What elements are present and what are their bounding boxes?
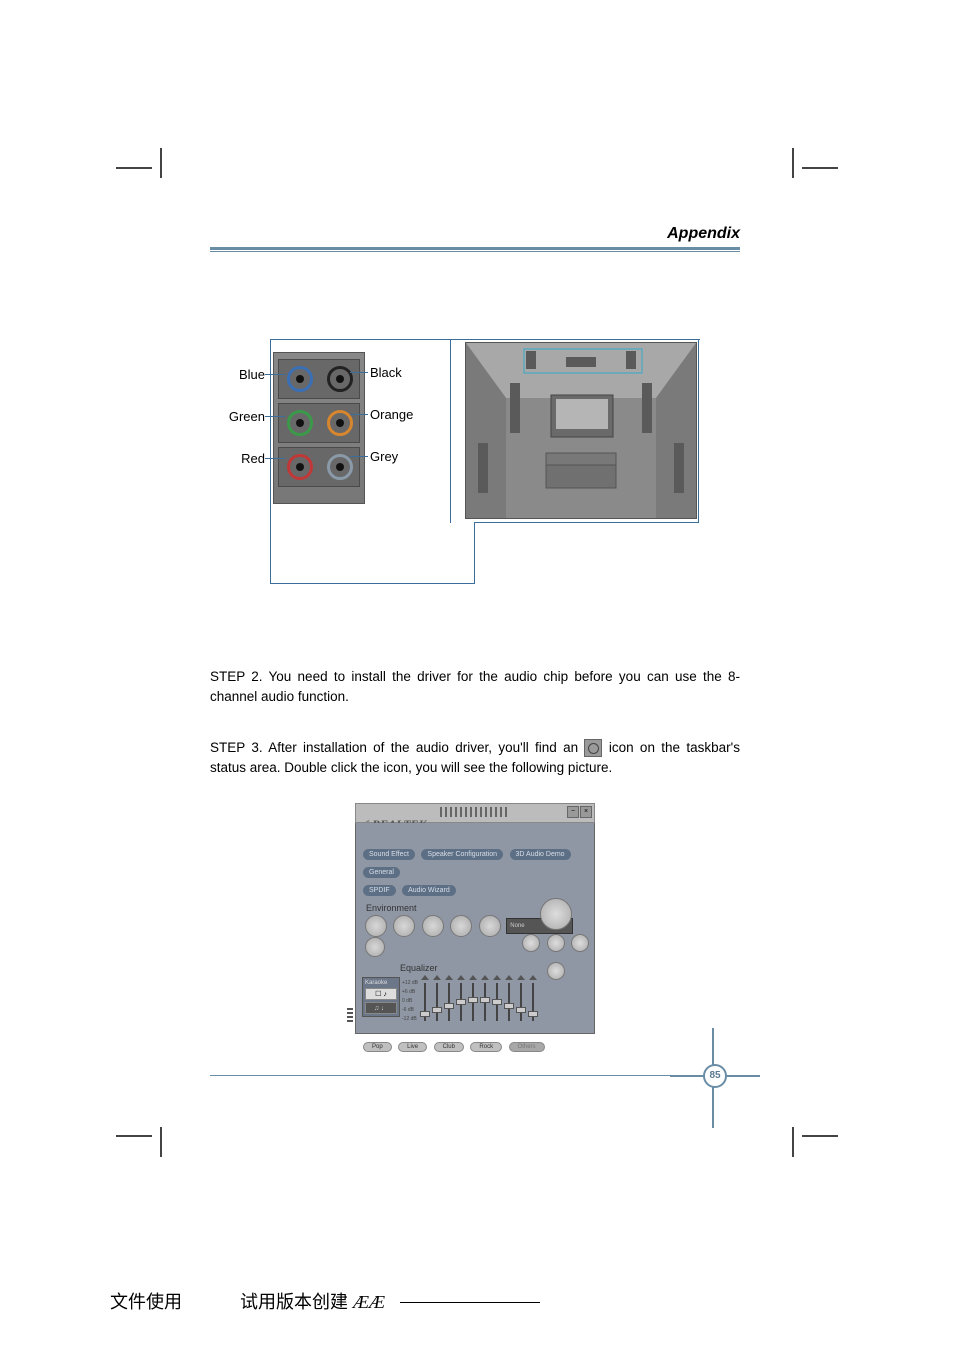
preset-pop[interactable]: Pop (363, 1042, 392, 1052)
jack-diagram: Blue Green Red Black Orange Grey (210, 347, 740, 597)
crop-mark (802, 1135, 838, 1137)
env-preset-4[interactable] (450, 915, 472, 937)
eq-presets: Pop Live Club Rock Others (362, 1035, 588, 1053)
eq-slider-8K[interactable] (520, 983, 522, 1021)
jack-panel (273, 352, 365, 504)
eq-slider-1K[interactable] (484, 983, 486, 1021)
karaoke-label: Karaoke (365, 980, 397, 986)
crop-mark (792, 1127, 794, 1157)
aux-knob-3[interactable] (571, 934, 589, 952)
aux-knob-4[interactable] (547, 962, 565, 980)
preset-rock[interactable]: Rock (470, 1042, 502, 1052)
preset-club[interactable]: Club (434, 1042, 464, 1052)
tab-sound-effect[interactable]: Sound Effect (363, 849, 415, 860)
eq-slider-60[interactable] (436, 983, 438, 1021)
preset-live[interactable]: Live (398, 1042, 427, 1052)
app-body: Sound Effect Speaker Configuration 3D Au… (355, 823, 595, 1034)
step3-text: STEP 3. After installation of the audio … (210, 738, 740, 779)
jack-label-orange: Orange (370, 407, 430, 422)
eq-slider-16K[interactable] (532, 983, 534, 1021)
eq-slider-30[interactable] (424, 983, 426, 1021)
jack-label-red: Red (210, 451, 265, 466)
crop-mark (116, 1135, 152, 1137)
preset-others[interactable]: Others (509, 1042, 545, 1052)
close-button[interactable]: × (580, 806, 592, 818)
equalizer-area: Karaoke ☐ ♪ ♫ ♩ +12 dB +6 dB 0 dB -6 dB … (362, 977, 588, 1029)
footer-underline (400, 1302, 540, 1303)
jack-black (327, 366, 353, 392)
aux-knob-2[interactable] (547, 934, 565, 952)
crop-mark (160, 148, 162, 178)
crop-mark (116, 167, 152, 169)
crop-mark (160, 1127, 162, 1157)
footer-mid: 试用版本创建 ÆÆ (240, 1288, 385, 1314)
minimize-button[interactable]: − (567, 806, 579, 818)
titlebar-grip-icon (440, 807, 510, 817)
jack-red (287, 454, 313, 480)
tab-spdif[interactable]: SPDIF (363, 885, 396, 896)
env-preset-3[interactable] (422, 915, 444, 937)
env-preset-1[interactable] (365, 915, 387, 937)
main-volume-knob[interactable] (540, 898, 572, 930)
jack-grey (327, 454, 353, 480)
tab-general[interactable]: General (363, 867, 400, 878)
karaoke-voice-button[interactable]: ☐ ♪ (365, 988, 397, 1000)
crop-mark (802, 167, 838, 169)
page-number: 85 (703, 1064, 727, 1088)
volume-knobs (521, 895, 590, 984)
jack-blue (287, 366, 313, 392)
realtek-audio-window: − × ✔ REALTEK Sound Effect Speaker Confi… (355, 803, 595, 1034)
page-content: Appendix Blue Green Red Black Orange Gre… (210, 225, 740, 1034)
jack-label-black: Black (370, 365, 430, 380)
jack-label-green: Green (210, 409, 265, 424)
step2-text: STEP 2. You need to install the driver f… (210, 667, 740, 708)
env-edit-button[interactable] (365, 937, 385, 957)
header-rule (210, 251, 740, 252)
jack-green (287, 410, 313, 436)
eq-slider-120[interactable] (448, 983, 450, 1021)
footer-left: 文件使用 (110, 1288, 182, 1314)
step3-part-a: STEP 3. After installation of the audio … (210, 740, 584, 755)
eq-slider-500[interactable] (472, 983, 474, 1021)
sound-effect-icon (584, 739, 602, 757)
jack-label-blue: Blue (210, 367, 265, 382)
env-preset-5[interactable] (479, 915, 501, 937)
page-title: Appendix (210, 225, 740, 243)
crop-mark (792, 148, 794, 178)
footer-rule (210, 1075, 740, 1076)
eq-slider-250[interactable] (460, 983, 462, 1021)
aux-knob-1[interactable] (522, 934, 540, 952)
eq-slider-4K[interactable] (508, 983, 510, 1021)
tab-speaker-config[interactable]: Speaker Configuration (421, 849, 503, 860)
tab-3d-demo[interactable]: 3D Audio Demo (510, 849, 571, 860)
karaoke-key-button[interactable]: ♫ ♩ (365, 1002, 397, 1014)
side-scale-icon (347, 1006, 353, 1024)
speaker-room-illustration (465, 342, 697, 519)
env-preset-2[interactable] (393, 915, 415, 937)
jack-label-grey: Grey (370, 449, 430, 464)
karaoke-panel: Karaoke ☐ ♪ ♫ ♩ (362, 977, 400, 1017)
tab-audio-wizard[interactable]: Audio Wizard (402, 885, 456, 896)
header-rule (210, 247, 740, 250)
eq-slider-2K[interactable] (496, 983, 498, 1021)
eq-sliders (406, 977, 546, 1025)
